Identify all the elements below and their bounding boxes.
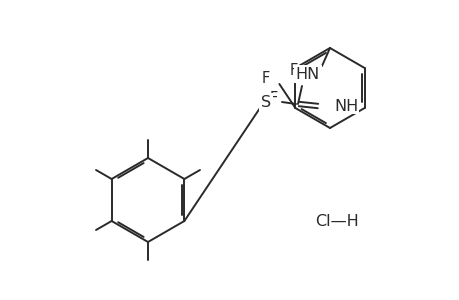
Text: NH: NH	[333, 98, 358, 113]
Text: Cl—H: Cl—H	[314, 214, 358, 230]
Text: S: S	[260, 94, 270, 110]
Text: F: F	[269, 91, 277, 106]
Text: F: F	[261, 70, 269, 86]
Text: F: F	[289, 62, 297, 77]
Text: HN: HN	[295, 67, 319, 82]
